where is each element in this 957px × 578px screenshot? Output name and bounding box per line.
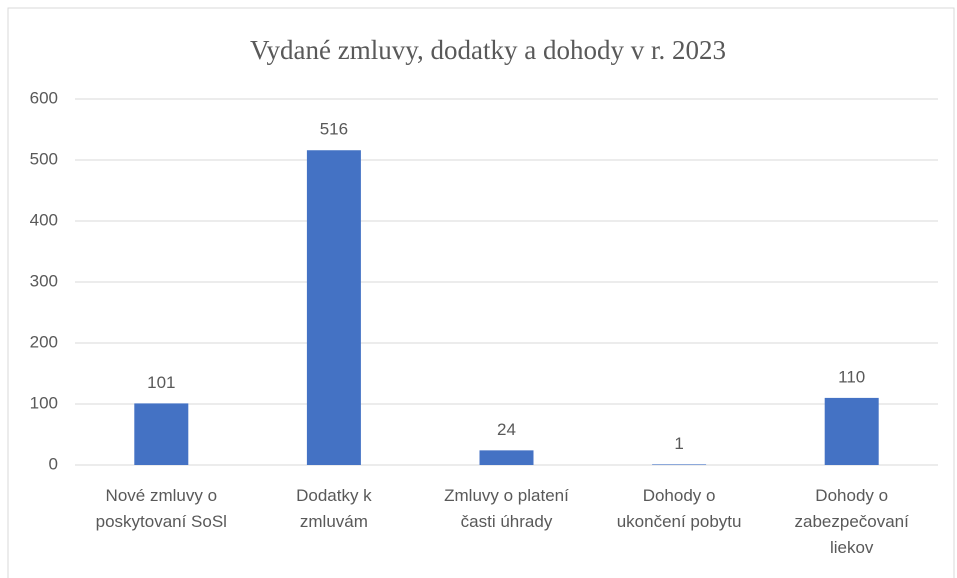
data-label: 101 <box>147 373 175 392</box>
y-tick-label: 600 <box>30 88 58 107</box>
bar <box>824 397 879 465</box>
x-tick-label: Nové zmluvy o poskytovaní SoSl <box>95 486 227 531</box>
bar <box>652 464 707 465</box>
y-tick-label: 400 <box>30 210 58 229</box>
y-tick-label: 200 <box>30 332 58 351</box>
x-tick-label: Dodatky k zmluvám <box>296 486 372 531</box>
y-tick-label: 300 <box>30 271 58 290</box>
data-label: 24 <box>497 420 516 439</box>
data-label: 516 <box>320 120 348 139</box>
bar <box>479 450 534 465</box>
data-label: 110 <box>838 367 865 386</box>
x-tick-label: Dohody o ukončení pobytu <box>616 486 742 531</box>
y-tick-label: 0 <box>49 454 58 473</box>
x-tick-label: Zmluvy o platení časti úhrady <box>444 486 569 531</box>
chart-border <box>7 7 955 578</box>
x-tick-label: Dohody o zabezpečovaní liekov <box>794 486 909 557</box>
y-tick-label: 500 <box>30 149 58 168</box>
chart-title: Vydané zmluvy, dodatky a dohody v r. 202… <box>250 35 726 65</box>
bar <box>134 403 189 465</box>
y-tick-label: 100 <box>30 393 58 412</box>
data-label: 1 <box>674 434 683 453</box>
bar <box>306 150 361 466</box>
